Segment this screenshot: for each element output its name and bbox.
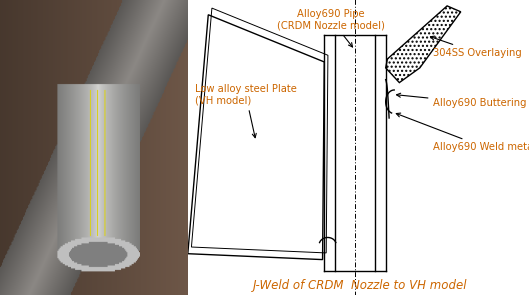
Text: Alloy690 Buttering: Alloy690 Buttering [397,93,527,108]
Text: 304SS Overlaying: 304SS Overlaying [431,36,522,58]
Text: Alloy690 Weld metal: Alloy690 Weld metal [396,113,529,153]
Text: Alloy690 Pipe
(CRDM Nozzle model): Alloy690 Pipe (CRDM Nozzle model) [277,9,385,47]
Text: Low alloy steel Plate
(VH model): Low alloy steel Plate (VH model) [195,83,296,138]
Polygon shape [386,6,461,83]
Text: J-Weld of CRDM  Nozzle to VH model: J-Weld of CRDM Nozzle to VH model [252,279,467,292]
